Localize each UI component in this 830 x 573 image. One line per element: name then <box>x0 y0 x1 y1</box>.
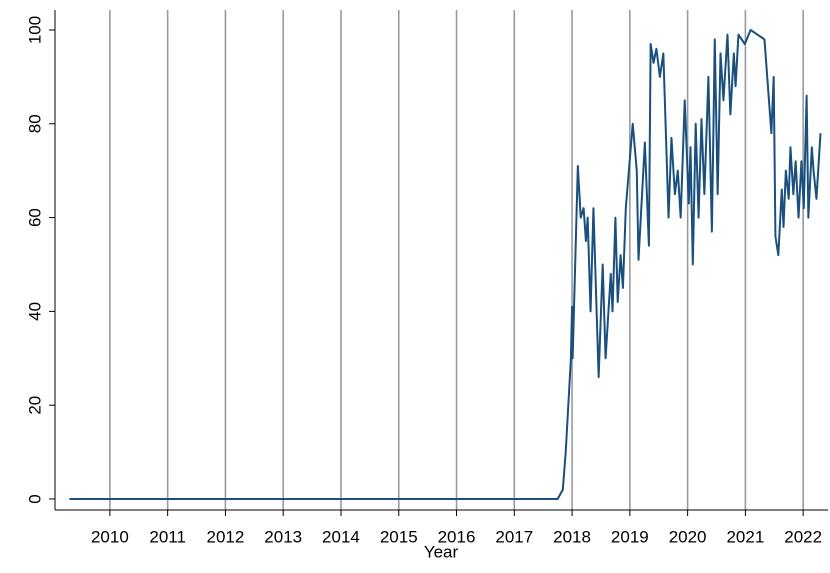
x-tick-label: 2013 <box>264 527 302 546</box>
y-tick-label: 0 <box>25 494 44 503</box>
y-tick-label: 60 <box>25 208 44 227</box>
y-tick-label: 80 <box>25 114 44 133</box>
x-tick-label: 2020 <box>669 527 707 546</box>
x-tick-label: 2017 <box>495 527 533 546</box>
x-tick-label: 2011 <box>149 527 186 546</box>
y-tick-label: 100 <box>25 16 44 44</box>
x-tick-label: 2014 <box>322 527 360 546</box>
x-tick-label: 2012 <box>207 527 245 546</box>
x-tick-label: 2022 <box>784 527 822 546</box>
x-tick-label: 2015 <box>380 527 418 546</box>
x-tick-label: 2010 <box>91 527 129 546</box>
x-tick-label: 2016 <box>438 527 476 546</box>
x-tick-label: 2018 <box>553 527 591 546</box>
x-tick-label: 2019 <box>611 527 649 546</box>
data-line <box>69 28 822 500</box>
x-tick-label: 2021 <box>726 527 764 546</box>
y-tick-label: 20 <box>25 396 44 415</box>
y-tick-label: 40 <box>25 302 44 321</box>
x-axis-label: Year <box>424 542 459 561</box>
